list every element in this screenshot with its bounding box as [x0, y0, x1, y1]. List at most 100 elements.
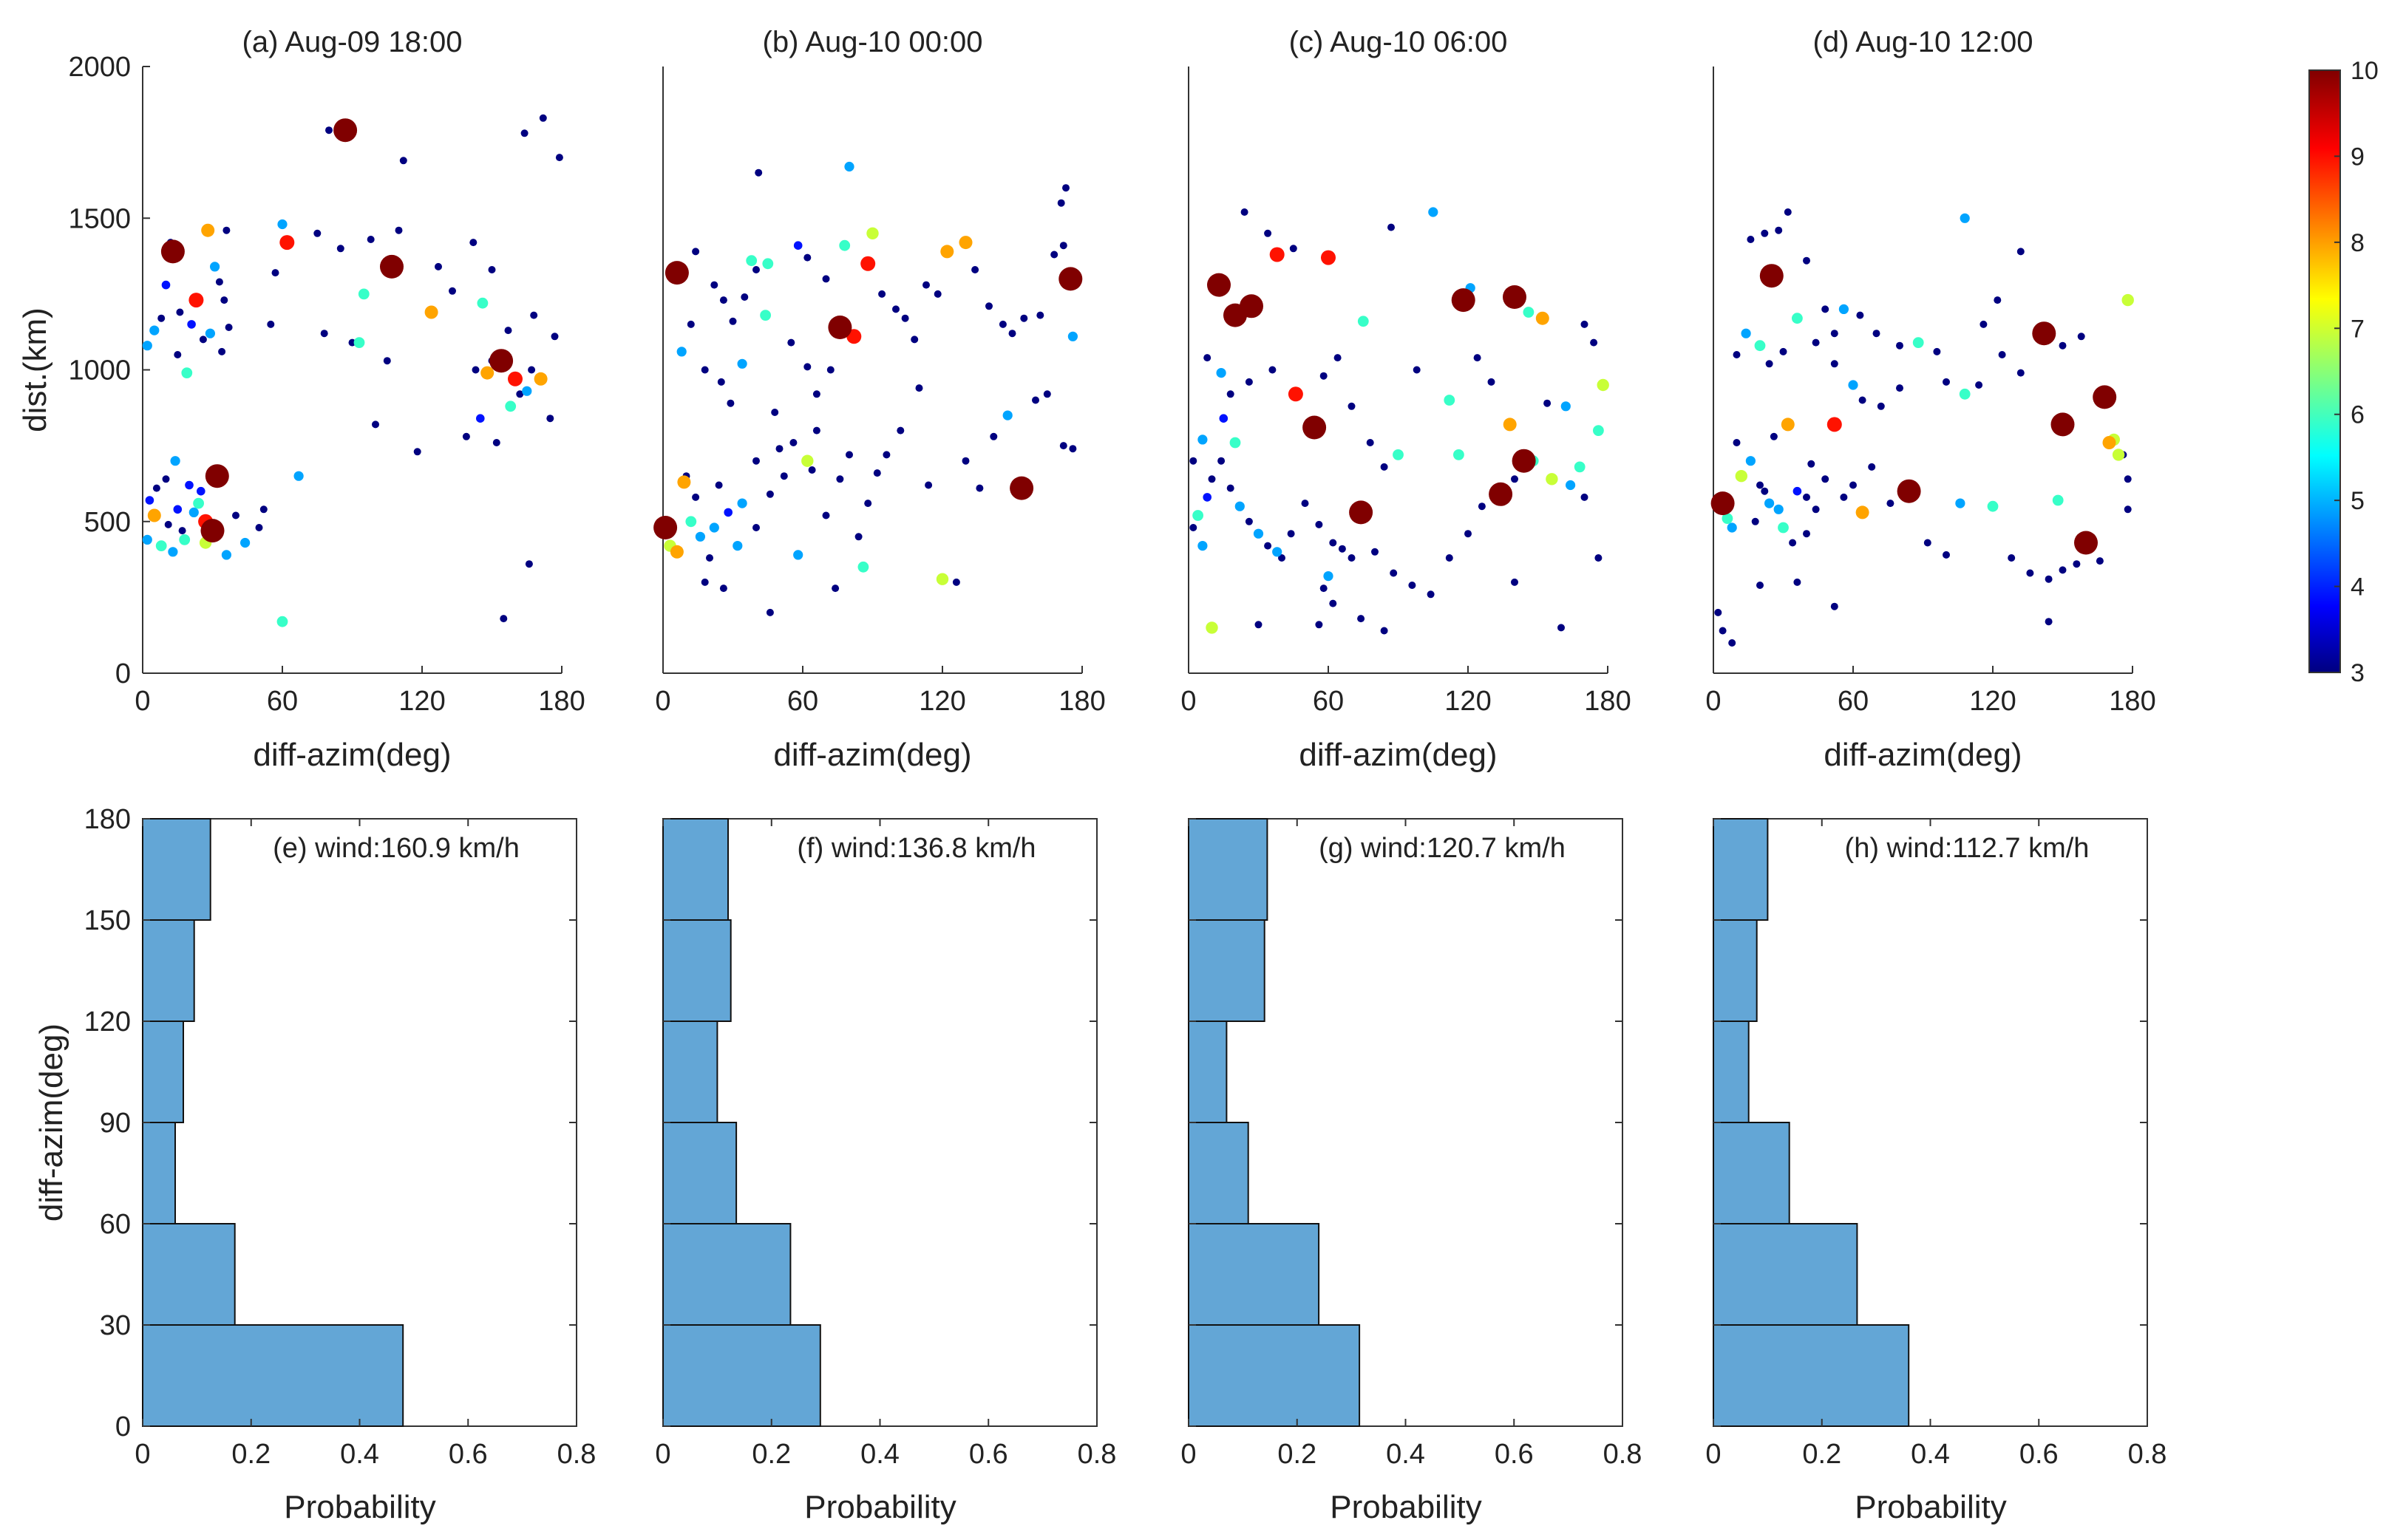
scatter-point	[197, 486, 205, 496]
scatter-point	[1390, 569, 1398, 577]
x-tick-label: 60	[267, 686, 298, 717]
x-tick-label: 120	[1444, 686, 1491, 717]
scatter-point	[149, 325, 160, 335]
scatter-point	[353, 337, 365, 348]
scatter-point	[181, 367, 193, 378]
scatter-point	[752, 524, 760, 531]
scatter-point	[854, 533, 863, 541]
x-tick-label: 0.8	[1078, 1439, 1117, 1470]
scatter-point	[1445, 554, 1453, 562]
scatter-point	[1278, 554, 1285, 562]
x-tick-label: 0.4	[1911, 1439, 1950, 1470]
y-tick-label: 30	[100, 1310, 131, 1341]
scatter-point	[1714, 608, 1722, 616]
scatter-point	[1020, 314, 1028, 322]
scatter-point	[1821, 475, 1829, 483]
scatter-point	[1765, 360, 1773, 368]
scatter-point	[793, 550, 803, 560]
scatter-point	[1058, 267, 1083, 291]
x-axis-label: Probability	[1855, 1489, 2006, 1525]
histogram-bar	[1713, 1021, 1750, 1123]
scatter-point	[1503, 285, 1526, 309]
scatter-point	[1511, 475, 1518, 483]
scatter-point	[1302, 415, 1327, 440]
histogram-bar	[1713, 1122, 1790, 1224]
scatter-point	[179, 534, 191, 545]
scatter-point	[1733, 439, 1741, 446]
scatter-point	[922, 281, 930, 289]
scatter-point	[152, 484, 160, 492]
scatter-point	[1896, 341, 1903, 350]
scatter-point	[692, 248, 700, 256]
panel-8: 0 0.2 0.4 0.6 0.8 (h) wind:112.7 km/h Probabil…	[1705, 818, 2167, 1525]
scatter-point	[546, 415, 554, 423]
scatter-point	[878, 290, 886, 298]
scatter-point	[1597, 378, 1609, 392]
scatter-point	[676, 347, 687, 357]
panel-2: 0 60 120 180 (b) Aug-10 00:00 diff-azim(deg)	[653, 26, 1106, 773]
scatter-point	[1333, 354, 1342, 362]
scatter-point	[1745, 456, 1756, 466]
scatter-point	[313, 229, 322, 237]
scatter-point	[952, 578, 960, 586]
scatter-point	[1803, 256, 1810, 265]
histogram-bar	[662, 1122, 738, 1224]
scatter-point	[1226, 484, 1234, 492]
scatter-point	[157, 314, 166, 322]
scatter-point	[719, 296, 727, 304]
scatter-point	[1036, 311, 1044, 319]
histogram-bar	[142, 1122, 176, 1224]
colorbar-gradient	[2308, 69, 2341, 673]
scatter-point	[488, 266, 496, 273]
scatter-point	[1754, 340, 1766, 352]
scatter-point	[803, 363, 812, 371]
scatter-point	[940, 245, 954, 259]
histogram-bar	[142, 1324, 404, 1427]
scatter-point	[1269, 247, 1285, 262]
scatter-point	[1043, 390, 1051, 398]
scatter-point	[883, 451, 891, 459]
scatter-point	[1781, 418, 1795, 432]
scatter-point	[1288, 386, 1303, 402]
scatter-point	[220, 296, 228, 304]
scatter-point	[803, 253, 812, 262]
scatter-point	[142, 341, 152, 351]
scatter-point	[1357, 615, 1365, 623]
scatter-point	[911, 335, 919, 344]
y-tick-label: 120	[84, 1006, 131, 1038]
x-tick-label: 0	[135, 686, 150, 717]
scatter-point	[766, 608, 774, 616]
scatter-point	[1380, 463, 1388, 471]
x-tick-label: 0.4	[1386, 1439, 1425, 1470]
scatter-point	[1523, 307, 1535, 318]
histogram-bar	[1713, 818, 1769, 921]
scatter-point	[1546, 473, 1558, 485]
scatter-point	[516, 390, 524, 398]
scatter-point	[832, 585, 840, 593]
scatter-point	[695, 531, 706, 542]
scatter-point	[1807, 460, 1815, 468]
scatter-point	[1923, 539, 1931, 547]
colorbar-tick-label: 6	[2351, 401, 2365, 429]
x-tick-label: 0.4	[340, 1439, 379, 1470]
y-tick-label: 0	[115, 658, 131, 689]
scatter-point	[866, 227, 879, 239]
scatter-point	[383, 357, 391, 365]
scatter-point	[692, 493, 700, 501]
histogram-bar	[662, 1324, 821, 1427]
scatter-point	[1912, 337, 1924, 348]
scatter-point	[864, 500, 872, 508]
histogram-bar	[1188, 1122, 1249, 1224]
scatter-point	[215, 278, 223, 286]
panel-title: (d) Aug-10 12:00	[1813, 26, 2033, 58]
x-axis-label: Probability	[1330, 1489, 1481, 1525]
scatter-point	[2032, 321, 2056, 346]
scatter-point	[1566, 480, 1576, 491]
scatter-point	[435, 262, 442, 270]
x-tick-label: 0	[1180, 1439, 1196, 1470]
scatter-point	[551, 333, 559, 341]
scatter-point	[1002, 410, 1013, 420]
scatter-point	[2093, 385, 2117, 409]
colorbar-tick-label: 3	[2351, 659, 2365, 687]
